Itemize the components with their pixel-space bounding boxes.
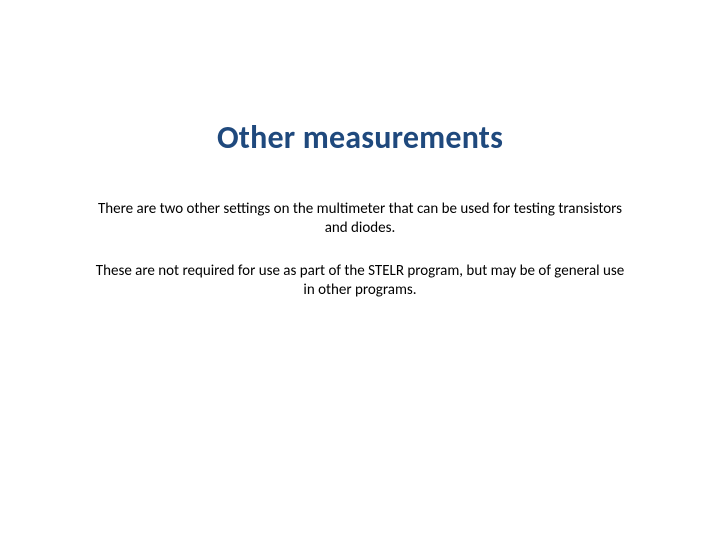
slide-title: Other measurements: [0, 118, 720, 157]
slide-paragraph-2: These are not required for use as part o…: [95, 262, 625, 300]
slide-container: Other measurements There are two other s…: [0, 0, 720, 540]
slide-paragraph-1: There are two other settings on the mult…: [95, 200, 625, 238]
